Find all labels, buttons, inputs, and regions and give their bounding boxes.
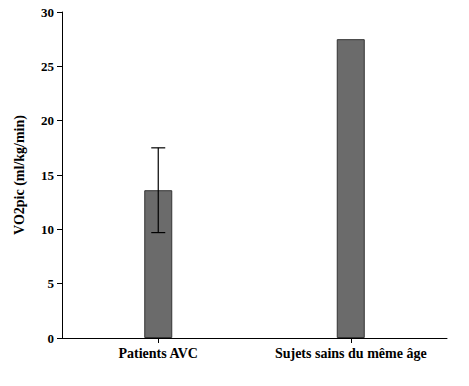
svg-text:Sujets sains du même âge: Sujets sains du même âge	[275, 346, 427, 361]
svg-text:25: 25	[41, 59, 55, 74]
svg-text:10: 10	[41, 222, 54, 237]
svg-text:20: 20	[41, 113, 54, 128]
svg-text:Patients AVC: Patients AVC	[119, 346, 198, 361]
svg-text:30: 30	[41, 5, 54, 20]
svg-text:0: 0	[48, 331, 55, 346]
svg-text:VO2pic (ml/kg/min): VO2pic (ml/kg/min)	[12, 115, 28, 235]
svg-text:5: 5	[48, 276, 55, 291]
svg-text:15: 15	[41, 168, 55, 183]
